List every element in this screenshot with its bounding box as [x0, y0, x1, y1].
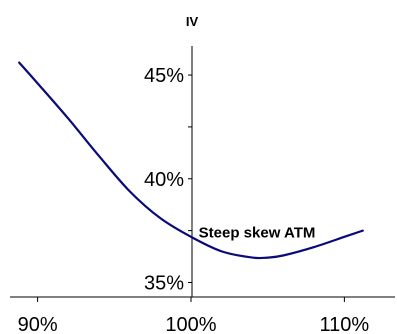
annotation-label: Steep skew ATM [199, 225, 316, 242]
x-tick-label: 90% [18, 314, 58, 334]
y-ticks: 35% 40% 45% [144, 65, 192, 294]
series-layer [18, 61, 364, 260]
y-tick-label: 35% [144, 272, 184, 294]
x-tick-label: 110% [320, 314, 370, 334]
y-tick-label: 40% [144, 169, 184, 191]
iv-skew-curve [18, 61, 364, 260]
x-tick-label: 100% [165, 314, 216, 334]
y-axis-title: IV [186, 14, 199, 29]
x-ticks: 90% 100% 110% [18, 297, 370, 334]
annotation-layer: Steep skew ATM [199, 225, 316, 242]
y-tick-label: 45% [144, 65, 184, 87]
